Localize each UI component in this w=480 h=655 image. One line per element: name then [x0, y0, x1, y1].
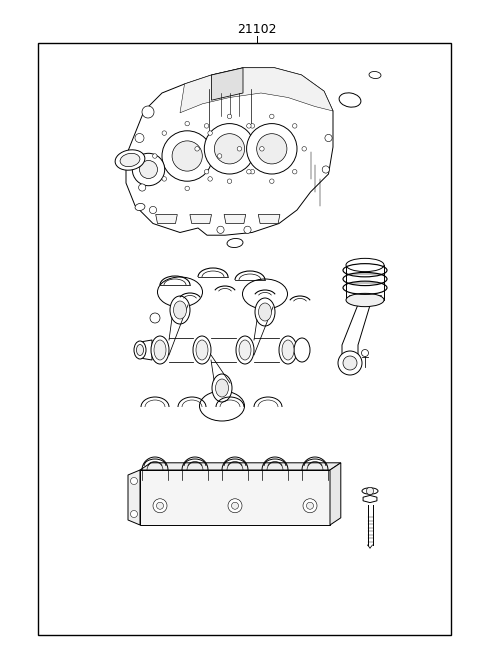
Circle shape [361, 350, 369, 356]
Circle shape [227, 179, 232, 183]
Circle shape [250, 124, 255, 128]
Ellipse shape [242, 279, 288, 309]
Bar [38, 43, 451, 635]
Polygon shape [258, 214, 280, 223]
Ellipse shape [279, 336, 297, 364]
Polygon shape [190, 214, 212, 223]
Circle shape [139, 184, 146, 191]
Ellipse shape [170, 296, 190, 324]
Circle shape [156, 502, 164, 509]
Circle shape [257, 134, 287, 164]
Polygon shape [126, 68, 333, 235]
Circle shape [343, 356, 357, 370]
Ellipse shape [362, 488, 378, 495]
Circle shape [270, 179, 274, 183]
Ellipse shape [216, 379, 228, 397]
Ellipse shape [259, 303, 272, 321]
Ellipse shape [294, 338, 310, 362]
Polygon shape [140, 340, 152, 360]
Circle shape [247, 124, 297, 174]
Circle shape [247, 124, 251, 128]
Ellipse shape [346, 258, 384, 272]
Circle shape [228, 498, 242, 513]
Ellipse shape [115, 150, 145, 170]
Circle shape [150, 313, 160, 323]
Polygon shape [212, 68, 243, 100]
Polygon shape [180, 68, 333, 113]
Ellipse shape [154, 340, 166, 360]
Circle shape [195, 147, 199, 151]
Circle shape [215, 134, 245, 164]
Ellipse shape [193, 336, 211, 364]
Polygon shape [156, 214, 177, 223]
Circle shape [204, 124, 209, 128]
Ellipse shape [136, 345, 144, 356]
Circle shape [185, 121, 190, 126]
Ellipse shape [135, 204, 145, 210]
Circle shape [204, 170, 209, 174]
Circle shape [247, 170, 251, 174]
Ellipse shape [236, 336, 254, 364]
Ellipse shape [339, 93, 361, 107]
Circle shape [172, 141, 203, 171]
Ellipse shape [239, 340, 251, 360]
Circle shape [162, 131, 212, 181]
Circle shape [325, 134, 332, 141]
Ellipse shape [227, 238, 243, 248]
Circle shape [366, 487, 373, 495]
Circle shape [142, 106, 154, 118]
Circle shape [338, 351, 362, 375]
Circle shape [208, 131, 212, 136]
Circle shape [260, 147, 264, 151]
Circle shape [132, 153, 165, 186]
Ellipse shape [255, 298, 275, 326]
Circle shape [244, 226, 251, 233]
Circle shape [217, 226, 224, 233]
Circle shape [231, 502, 239, 509]
Polygon shape [363, 495, 377, 502]
Ellipse shape [369, 71, 381, 79]
Circle shape [303, 498, 317, 513]
Text: 21102: 21102 [237, 23, 276, 36]
Polygon shape [224, 214, 246, 223]
Circle shape [307, 502, 313, 509]
Circle shape [270, 114, 274, 119]
Polygon shape [342, 302, 371, 355]
Circle shape [237, 147, 241, 151]
Ellipse shape [282, 340, 294, 360]
Ellipse shape [120, 153, 140, 166]
Circle shape [153, 154, 157, 159]
Circle shape [149, 206, 156, 214]
Polygon shape [140, 463, 341, 470]
Circle shape [204, 124, 255, 174]
Circle shape [217, 154, 222, 159]
Polygon shape [330, 463, 341, 525]
Circle shape [208, 177, 212, 181]
Circle shape [185, 186, 190, 191]
Polygon shape [140, 470, 330, 525]
Ellipse shape [200, 391, 244, 421]
Circle shape [162, 177, 167, 181]
Ellipse shape [134, 341, 146, 359]
Ellipse shape [196, 340, 208, 360]
Polygon shape [128, 470, 140, 525]
Circle shape [153, 498, 167, 513]
Circle shape [162, 131, 167, 136]
Ellipse shape [151, 336, 169, 364]
Polygon shape [346, 265, 384, 300]
Circle shape [131, 477, 137, 485]
Circle shape [131, 510, 137, 517]
Circle shape [250, 170, 255, 174]
Ellipse shape [173, 301, 187, 319]
Ellipse shape [157, 277, 203, 307]
Circle shape [140, 160, 157, 179]
Circle shape [292, 124, 297, 128]
Circle shape [302, 147, 306, 151]
Circle shape [135, 134, 144, 143]
Circle shape [322, 166, 329, 173]
Circle shape [227, 114, 232, 119]
Ellipse shape [346, 293, 384, 307]
Circle shape [292, 170, 297, 174]
Ellipse shape [212, 374, 232, 402]
